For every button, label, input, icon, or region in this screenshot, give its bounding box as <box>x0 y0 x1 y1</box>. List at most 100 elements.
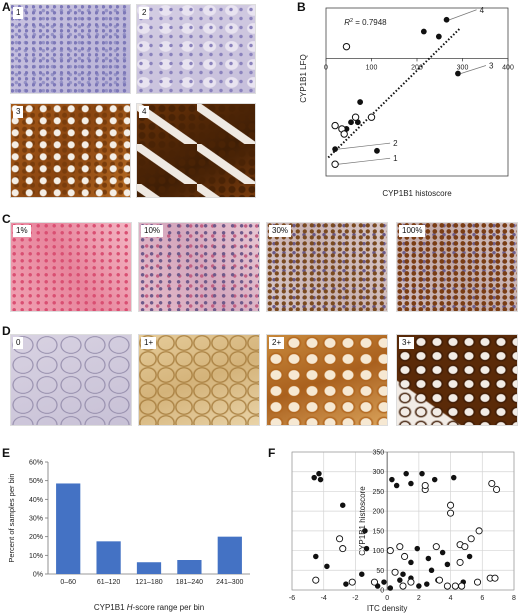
x-tick-label: 241–300 <box>216 579 243 586</box>
point-filled <box>439 549 446 556</box>
point-filled <box>357 99 364 105</box>
plot-frame <box>291 451 515 591</box>
point-open <box>401 552 409 561</box>
y-tick-label: 0% <box>33 572 43 579</box>
bar-4 <box>177 560 202 574</box>
point-filled <box>381 579 387 585</box>
x-tick-label: 300 <box>457 64 469 71</box>
point-open <box>348 578 356 586</box>
x-axis-title: ITC density <box>367 604 407 613</box>
point-open <box>458 582 466 590</box>
y-tick-label: 150 <box>372 528 384 535</box>
point-filled <box>339 502 346 508</box>
point-open <box>340 130 348 138</box>
point-open <box>351 113 360 121</box>
trend-line <box>327 27 461 159</box>
point-filled <box>363 545 370 552</box>
panel-c-image-3: 30% <box>266 222 388 312</box>
point-filled <box>316 470 322 477</box>
y-tick-label: 200 <box>372 509 384 516</box>
x-tick-label: 200 <box>411 64 423 71</box>
point-open <box>475 527 483 535</box>
x-tick-label: 2 <box>417 595 421 602</box>
panel-letter-a: A <box>2 0 11 14</box>
r-squared-annotation: R2 = 0.7948 <box>344 18 387 27</box>
point-open <box>451 582 459 590</box>
panel-a-image-2: 2 <box>136 4 256 94</box>
y-tick-label: 40% <box>29 497 43 504</box>
panel-letter-e: E <box>2 446 11 460</box>
bar-3 <box>136 562 162 574</box>
y-tick-label: 50% <box>29 478 43 485</box>
point-open <box>336 535 344 543</box>
callout-label: 4 <box>480 6 485 15</box>
chart-b-lfq-vs-histoscore: 0 100 200 300 400 4 3 2 1 R2 = 0.7948 CYP1B1 histo… <box>299 6 514 198</box>
point-filled <box>435 33 442 40</box>
y-tick-label: 20% <box>29 534 43 541</box>
point-filled <box>408 559 414 566</box>
panel-a-image-1-label: 1 <box>13 7 24 19</box>
panel-d-image-4: 3+ <box>396 334 518 426</box>
plot-frame <box>325 7 509 177</box>
panel-a-image-1: 1 <box>10 4 131 94</box>
y-tick-label: 60% <box>29 460 43 467</box>
point-open <box>447 509 455 517</box>
bar-5 <box>217 536 242 574</box>
point-filled <box>424 581 430 587</box>
chart-f-histoscore-vs-itc: 0 50 100 150 200 250 300 350 -6 -4 -2 0 2 4 6 8 ITC dens… <box>289 450 516 614</box>
panel-a-image-3: 3 <box>10 103 131 198</box>
point-filled <box>374 147 380 154</box>
callout-line <box>338 142 391 150</box>
x-tick-label: 400 <box>502 64 514 71</box>
panel-letter-f: F <box>268 446 276 460</box>
point-open <box>473 578 482 586</box>
y-tick-label: 30% <box>29 516 43 523</box>
panel-d-image-4-label: 3+ <box>399 337 415 349</box>
y-tick-label: 350 <box>372 450 384 457</box>
point-open <box>456 558 464 566</box>
point-filled <box>313 553 319 560</box>
point-filled <box>408 480 414 487</box>
callout-line <box>338 157 391 165</box>
point-open <box>339 545 347 553</box>
point-filled <box>444 561 451 568</box>
point-filled <box>403 470 409 477</box>
point-open <box>493 485 501 494</box>
panel-a-image-3-label: 3 <box>13 106 24 118</box>
x-axis-title: CYP1B1 histoscore <box>382 189 452 198</box>
x-tick-label: -4 <box>321 595 327 602</box>
callout-label: 1 <box>393 154 398 163</box>
bar-1 <box>56 483 81 574</box>
point-open <box>367 113 376 121</box>
point-filled <box>416 583 422 589</box>
point-filled <box>317 476 324 483</box>
x-tick-label: -6 <box>289 595 295 602</box>
x-tick-label: 4 <box>449 595 453 602</box>
x-tick-label: 121–180 <box>135 579 162 586</box>
panel-a-image-4: 4 <box>136 103 256 198</box>
point-filled <box>466 553 473 560</box>
point-open <box>435 576 444 584</box>
x-tick-label: 0 <box>385 595 389 602</box>
callout-label: 2 <box>393 139 398 148</box>
panel-a-image-2-label: 2 <box>139 7 150 19</box>
point-open <box>432 543 440 551</box>
x-tick-label: 8 <box>512 595 516 602</box>
x-axis-title: CYP1B1 H-score range per bin <box>94 603 204 612</box>
point-filled <box>414 545 421 552</box>
point-open <box>488 479 496 488</box>
point-filled <box>419 470 425 477</box>
callout-line <box>449 9 477 21</box>
panel-d-image-1: 0 <box>10 334 132 426</box>
point-filled <box>359 571 365 577</box>
point-filled <box>400 571 406 577</box>
y-tick-label: 250 <box>372 489 384 496</box>
point-filled <box>428 567 435 574</box>
point-open <box>386 547 394 555</box>
panel-a-image-4-label: 4 <box>139 106 150 118</box>
point-open <box>467 535 475 543</box>
x-tick-label: -2 <box>352 595 358 602</box>
point-open <box>331 121 339 130</box>
point-open <box>461 543 469 551</box>
panel-c-image-2-label: 10% <box>141 225 164 237</box>
